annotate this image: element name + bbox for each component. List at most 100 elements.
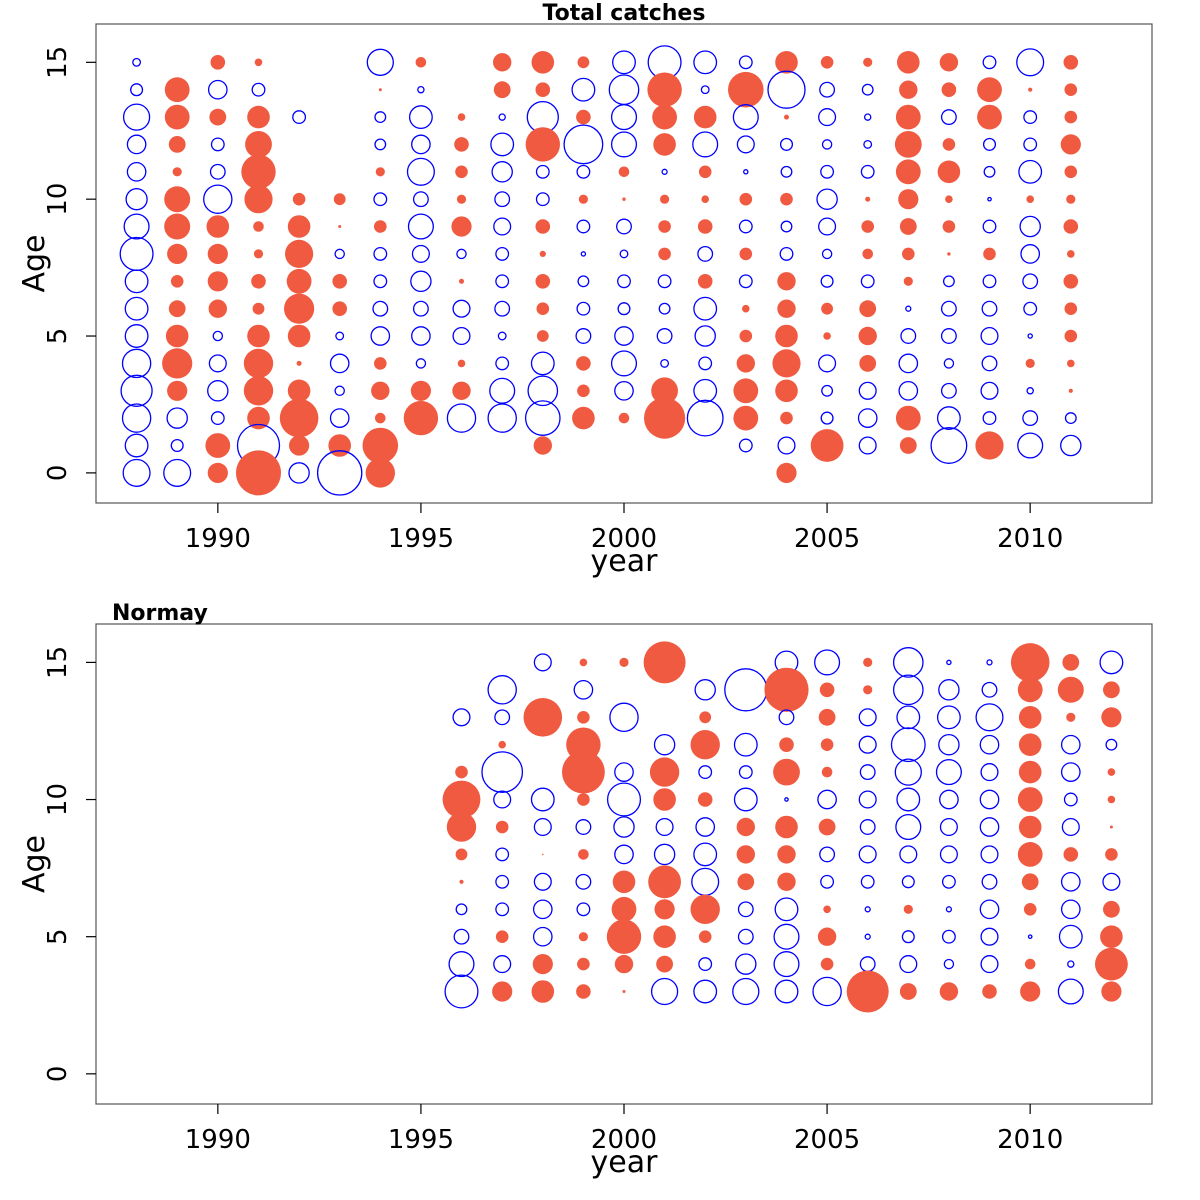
bubble-negative [939, 845, 958, 864]
bubble-negative [575, 819, 592, 835]
bubble-negative [491, 161, 513, 183]
bubble-negative [692, 131, 719, 158]
bubble-positive [535, 82, 551, 97]
bubble-negative [373, 274, 388, 289]
bubble-negative [773, 923, 800, 950]
bubble-negative [532, 899, 553, 920]
bubble-negative [986, 659, 993, 666]
bubble-positive [493, 81, 511, 99]
bubble-positive [410, 380, 431, 401]
bubble-positive [937, 160, 961, 184]
bubble-positive [622, 990, 626, 993]
bubble-positive [863, 685, 873, 695]
bubble-negative [619, 249, 629, 259]
bubble-positive [162, 348, 193, 379]
bubble-negative [524, 400, 561, 436]
bubble-positive [415, 57, 427, 68]
bubble-negative [1057, 978, 1084, 1005]
bubble-negative [614, 844, 634, 865]
bubble-negative [119, 236, 154, 271]
bubble-negative [452, 708, 471, 727]
bubble-positive [656, 955, 673, 973]
bubble-negative [122, 103, 151, 131]
bubble-negative [821, 384, 834, 397]
y-tick-label: 10 [43, 783, 73, 816]
bubble-negative [820, 164, 835, 179]
bubble-positive [606, 919, 642, 954]
bubble-negative [858, 708, 877, 727]
bubble-positive [243, 348, 274, 379]
bubble-positive [205, 433, 231, 458]
bubble-positive [375, 167, 385, 177]
bubble-positive [820, 738, 834, 751]
bubble-positive [818, 708, 836, 726]
bubble-negative [698, 765, 713, 780]
bubble-negative [1105, 738, 1118, 751]
bubble-negative [487, 403, 517, 433]
bubble-positive [253, 221, 264, 232]
bubble-negative [695, 817, 716, 837]
bubble-positive [739, 192, 753, 206]
bubble-negative [610, 104, 638, 131]
bubble-negative [738, 274, 753, 289]
bubble-negative [939, 789, 959, 810]
bubble-positive [947, 252, 951, 256]
bubble-positive [287, 215, 311, 238]
bubble-negative [860, 874, 875, 889]
bubble-negative [982, 55, 997, 70]
bubble-positive [456, 194, 467, 204]
bubble-positive [531, 51, 555, 74]
bubble-negative [453, 928, 470, 945]
bubble-positive [622, 197, 626, 201]
bubble-negative [738, 219, 753, 234]
bubble-positive [983, 247, 996, 261]
bubble-negative [527, 375, 559, 407]
bubble-negative [661, 168, 668, 175]
bubble-positive [577, 957, 590, 971]
bubble-negative [121, 348, 152, 379]
bubbles [442, 641, 1128, 1013]
bubble-negative [693, 296, 718, 321]
bubble-positive [523, 698, 563, 737]
bubble-positive [821, 766, 833, 778]
bubble-negative [1060, 434, 1082, 457]
bubble-positive [535, 274, 551, 289]
bubble-positive [579, 658, 588, 667]
bubble-negative [980, 326, 999, 346]
bubble-positive [167, 243, 188, 264]
bubble-positive [207, 462, 228, 483]
bubble-negative [370, 326, 391, 346]
bubble-negative [732, 977, 760, 1006]
bubble-positive [1107, 768, 1116, 776]
bubble-positive [1017, 677, 1043, 703]
bubble-negative [411, 244, 430, 263]
bubble-negative [981, 681, 998, 698]
bubble-negative [448, 951, 475, 978]
bubble-negative [821, 248, 833, 260]
bubble-negative [577, 275, 590, 288]
bubble-negative [940, 300, 957, 317]
bubble-positive [1066, 194, 1076, 204]
bubble-negative [1060, 899, 1081, 920]
bubble-negative [1064, 412, 1077, 425]
bubble-positive [1064, 83, 1078, 96]
bubble-negative [693, 842, 718, 867]
bubble-positive [1064, 302, 1078, 316]
bubble-positive [164, 104, 190, 130]
bubble-negative [120, 374, 153, 407]
bubble-negative [780, 220, 793, 233]
bubble-negative [818, 354, 837, 373]
bubble-positive [457, 113, 466, 121]
bubble-negative [406, 157, 435, 186]
bubble-negative [655, 817, 674, 837]
bubble-negative [818, 108, 837, 127]
bubble-negative [896, 787, 921, 812]
bubble-positive [498, 740, 507, 749]
bubble-negative [212, 330, 224, 342]
bubble-negative [733, 732, 758, 757]
bubble-negative [335, 331, 345, 341]
bubble-positive [244, 185, 273, 214]
bubble-negative [125, 188, 148, 211]
bubble-negative [444, 974, 479, 1009]
bubble-negative [614, 380, 634, 401]
